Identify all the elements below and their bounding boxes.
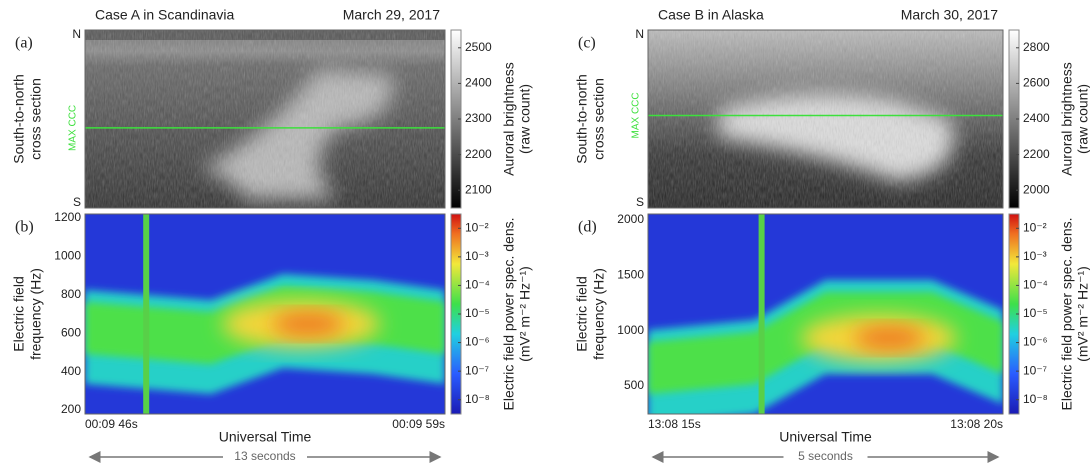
y-axis-title: frequency (Hz) — [591, 268, 607, 360]
band-peak — [853, 326, 925, 350]
colorbar-tick-label: 10⁻⁵ — [465, 306, 490, 320]
y-tick-label: 400 — [61, 364, 81, 378]
panel-label: (b) — [15, 219, 34, 236]
span-bg — [223, 449, 307, 465]
colorbar-tick-label: 10⁻⁸ — [465, 392, 490, 406]
frame — [84, 213, 446, 415]
x-axis-title: Universal Time — [219, 429, 312, 445]
colorbar-tick-label: 2400 — [465, 76, 492, 90]
panel-date: March 29, 2017 — [343, 7, 440, 23]
colorbar-tick-label: 10⁻⁶ — [465, 335, 490, 349]
panel-title: Case B in Alaska — [658, 7, 764, 23]
colorbar-title: Electric field power spec. dens. — [501, 218, 517, 411]
colorbar-tick-label: 2300 — [465, 111, 492, 125]
colorbar-tick-label: 10⁻⁷ — [465, 363, 489, 377]
colorbar-tick-label: 10⁻⁴ — [1023, 278, 1048, 292]
panel-label: (d) — [578, 219, 597, 236]
panel-label: (a) — [15, 35, 33, 52]
texture — [85, 30, 445, 208]
y-tick-label: 800 — [61, 287, 81, 301]
y-tick-label: 1500 — [617, 268, 644, 282]
y-axis-title: Electric field — [11, 276, 27, 351]
colorbar-tick-label: 2200 — [1023, 147, 1050, 161]
y-tick-label: 2000 — [617, 212, 644, 226]
colorbar-tick-label: 2000 — [1023, 182, 1050, 196]
colorbar-tick-label: 10⁻⁵ — [1023, 306, 1048, 320]
spike — [758, 214, 765, 414]
y-tick-label: 1000 — [617, 323, 644, 337]
colorbar-tick-label: 10⁻³ — [465, 249, 489, 263]
band-peak — [272, 312, 345, 336]
colorbar-title: Auroral brightness — [1059, 62, 1075, 176]
colorbar-tick-label: 10⁻⁷ — [1023, 363, 1047, 377]
colorbar-tick-label: 2500 — [465, 40, 492, 54]
north-label: N — [72, 27, 81, 41]
span-label: 13 seconds — [234, 449, 295, 463]
colorbar-tick-label: 10⁻⁶ — [1023, 335, 1048, 349]
x-start-label: 00:09 46s — [85, 417, 138, 431]
spectrogram — [648, 214, 1003, 414]
colorbar-tick-label: 10⁻² — [465, 220, 489, 234]
y-tick-label: 500 — [624, 378, 644, 392]
colorbar-tick-label: 2100 — [465, 182, 492, 196]
keogram — [85, 30, 445, 208]
colorbar-tick-label: 10⁻² — [1023, 220, 1047, 234]
y-tick-label: 600 — [61, 325, 81, 339]
colorbar-title: (raw count) — [1075, 84, 1090, 154]
panel-label: (c) — [578, 35, 596, 52]
colorbar-title: Electric field power spec. dens. — [1059, 218, 1075, 411]
colorbar-title: (mV² m⁻² Hz⁻¹) — [517, 266, 533, 362]
keogram — [648, 30, 1003, 208]
colorbar-tick-label: 10⁻³ — [1023, 249, 1047, 263]
spectrogram — [85, 214, 445, 414]
span-label: 5 seconds — [798, 449, 853, 463]
y-axis-title: South-to-north — [574, 74, 590, 164]
texture — [648, 30, 1003, 208]
y-axis-title: cross section — [28, 78, 44, 160]
south-label: S — [636, 195, 644, 209]
y-tick-label: 1000 — [54, 249, 81, 263]
x-end-label: 13:08 20s — [950, 417, 1003, 431]
y-axis-title: Electric field — [574, 276, 590, 351]
x-start-label: 13:08 15s — [648, 417, 701, 431]
y-axis-title: frequency (Hz) — [28, 268, 44, 360]
colorbar-tick-label: 2600 — [1023, 76, 1050, 90]
colorbar-tick-label: 2200 — [465, 147, 492, 161]
x-end-label: 00:09 59s — [392, 417, 445, 431]
colorbar-tick-label: 10⁻⁸ — [1023, 392, 1048, 406]
max-ccc-label: MAX CCC — [631, 92, 642, 138]
max-ccc-label: MAX CCC — [68, 105, 79, 151]
spike — [143, 214, 150, 414]
y-tick-label: 200 — [61, 402, 81, 416]
y-axis-title: cross section — [591, 78, 607, 160]
south-label: S — [73, 195, 81, 209]
frame — [84, 29, 446, 209]
colorbar-tick-label: 2800 — [1023, 40, 1050, 54]
y-tick-label: 1200 — [54, 210, 81, 224]
colorbar-title: Auroral brightness — [501, 62, 517, 176]
north-label: N — [635, 27, 644, 41]
y-axis-title: South-to-north — [11, 74, 27, 164]
colorbar-title: (mV² m⁻² Hz⁻¹) — [1075, 266, 1090, 362]
colorbar-tick-label: 10⁻⁴ — [465, 278, 490, 292]
span-bg — [783, 449, 868, 465]
panel-title: Case A in Scandinavia — [95, 7, 235, 23]
panel-date: March 30, 2017 — [901, 7, 998, 23]
frame — [647, 213, 1004, 415]
colorbar-tick-label: 2400 — [1023, 111, 1050, 125]
x-axis-title: Universal Time — [779, 429, 872, 445]
colorbar-title: (raw count) — [517, 84, 533, 154]
frame — [647, 29, 1004, 209]
